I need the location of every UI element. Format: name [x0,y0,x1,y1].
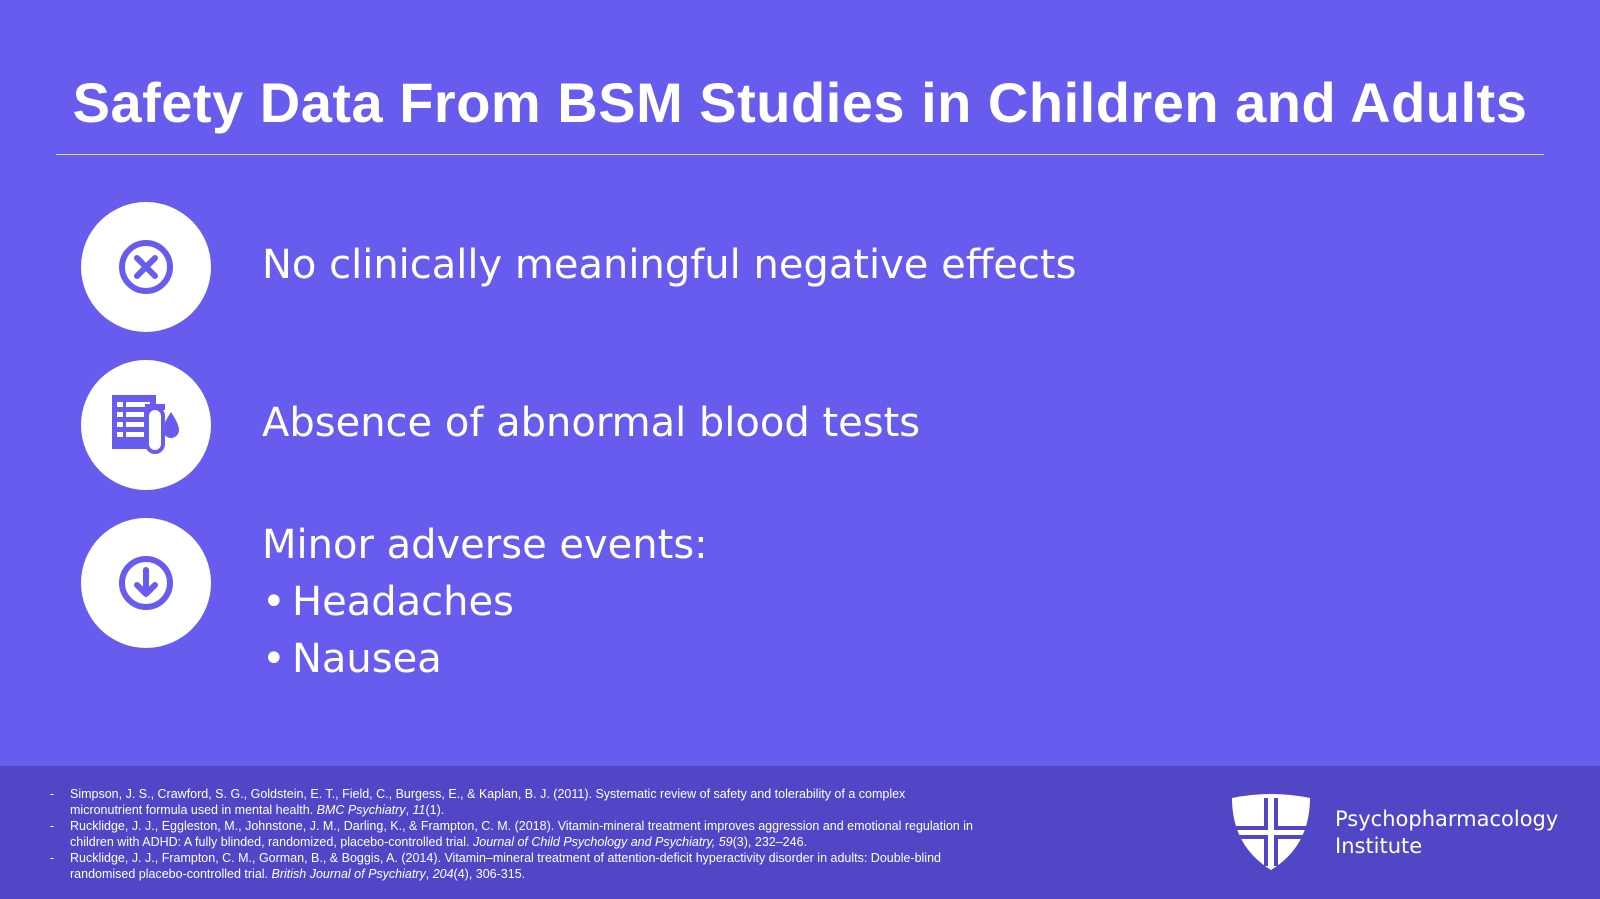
reference-part: , [405,803,413,817]
item-text: Absence of abnormal blood tests [262,400,921,446]
logo-text: Psychopharmacology Institute [1335,806,1558,860]
bullet: Nausea [262,631,708,688]
bullet: Headaches [262,574,708,631]
reference-part: Journal of Child Psychology and Psychiat… [473,835,733,849]
slide-title: Safety Data From BSM Studies in Children… [72,71,1528,134]
blood-test-icon [112,395,179,454]
reference-part: (4), 306-315. [453,867,526,881]
reference-part: 204 [432,867,454,881]
reference-part: Rucklidge, J. J., Frampton, C. M., Gorma… [70,851,941,881]
reference: Rucklidge, J. J., Eggleston, M., Johnsto… [50,818,980,850]
reference-part: British Journal of Psychiatry [271,867,426,881]
reference: Rucklidge, J. J., Frampton, C. M., Gorma… [50,850,980,882]
logo-shield [1232,794,1310,870]
icon-circle [81,518,211,648]
reference-part: , [425,867,433,881]
reference-part: (3), 232–246. [732,835,807,849]
reference-part: 11 [412,803,426,817]
reference-part: BMC Psychiatry [316,803,406,817]
item-block: Minor adverse events: Headaches Nausea [262,517,708,688]
references: Simpson, J. S., Crawford, S. G., Goldste… [50,786,980,882]
logo-line: Psychopharmacology [1335,807,1559,831]
icon-circle [81,360,211,490]
title-rule [56,154,1544,155]
x-icon [119,240,173,294]
reference-part: Rucklidge, J. J., Eggleston, M., Johnsto… [70,819,973,849]
item-text: No clinically meaningful negative effect… [262,242,1077,288]
reference: Simpson, J. S., Crawford, S. G., Goldste… [50,786,980,818]
bullet-list: Headaches Nausea [262,574,708,688]
icon-circle [81,202,211,332]
down-arrow-icon [119,556,173,610]
footer: Simpson, J. S., Crawford, S. G., Goldste… [0,766,1600,899]
reference-part: Simpson, J. S., Crawford, S. G., Goldste… [70,787,906,817]
logo-line: Institute [1335,834,1423,858]
reference-part: (1). [425,803,445,817]
item-text: Minor adverse events: [262,522,708,568]
